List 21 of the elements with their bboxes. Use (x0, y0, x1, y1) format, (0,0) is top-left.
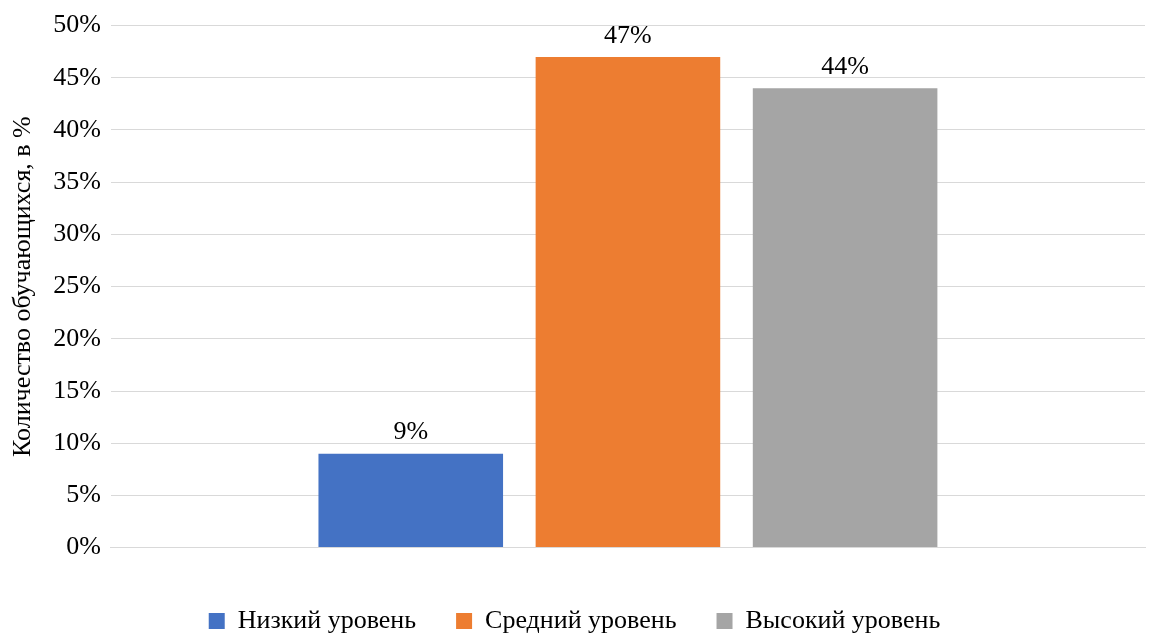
y-tick-label: 30% (53, 218, 101, 248)
y-axis-title: Количество обучающихся, в % (7, 116, 37, 457)
y-tick-label: 15% (53, 374, 101, 404)
y-tick-label: 35% (53, 166, 101, 196)
y-tick-label: 0% (66, 531, 101, 561)
data-label: 47% (604, 19, 652, 49)
legend-label: Высокий уровень (745, 604, 941, 634)
bar (535, 56, 721, 548)
legend-label: Низкий уровень (237, 604, 417, 634)
bar (752, 88, 938, 548)
legend-label: Средний уровень (485, 604, 677, 634)
y-tick-label: 40% (53, 113, 101, 143)
y-tick-label: 5% (66, 479, 101, 509)
y-tick-label: 10% (53, 427, 101, 457)
data-label: 44% (821, 51, 869, 81)
y-tick-label: 20% (53, 322, 101, 352)
y-tick-label: 25% (53, 270, 101, 300)
bar (318, 453, 504, 548)
y-tick-label: 50% (53, 9, 101, 39)
data-label: 9% (393, 416, 429, 446)
y-tick-label: 45% (53, 61, 101, 91)
